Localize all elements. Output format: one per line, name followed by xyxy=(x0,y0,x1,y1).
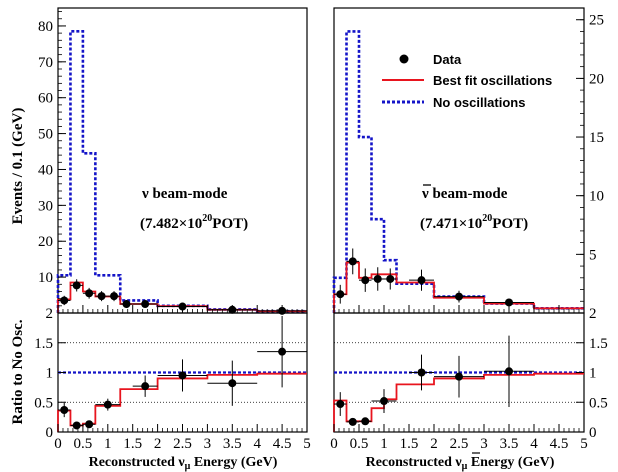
left-top-data-point xyxy=(97,292,106,301)
left-bottom-xtick-label: 0 xyxy=(54,436,62,452)
right-top-ytick-label: 5 xyxy=(589,247,597,263)
right-beam-mode-label: ν beam-mode xyxy=(421,184,508,202)
left-top-ytick-label: 50 xyxy=(38,127,53,143)
right-top-data-point xyxy=(348,257,357,266)
right-pot-label: (7.471×1020POT) xyxy=(420,213,528,232)
left-bottom-data-point xyxy=(228,379,237,388)
left-top-data-point xyxy=(110,292,119,301)
left-top-ytick-label: 70 xyxy=(38,55,53,71)
left-top-ytick-label: 40 xyxy=(38,162,53,178)
right-bottom-xtick-label: 4 xyxy=(530,436,538,452)
left-bottom-xtick-label: 2.5 xyxy=(173,436,192,452)
left-pot-label: (7.482×1020POT) xyxy=(140,213,248,232)
left-bottom-data-point xyxy=(60,405,69,414)
right-top-ytick-label: 20 xyxy=(589,71,604,87)
left-top-frame xyxy=(57,7,308,314)
right-bottom-data-point xyxy=(455,372,463,381)
left-bottom-xtick-label: 1 xyxy=(104,436,112,452)
right-x-axis-title-group: Reconstructed νμ Energy (GeV) xyxy=(366,452,555,472)
legend-best-fit-label: Best fit oscillations xyxy=(433,73,552,88)
left-top-no-osc-histogram xyxy=(56,30,307,313)
right-bottom-xtick-label: 1 xyxy=(380,436,388,452)
left-top-ytick-label: 80 xyxy=(38,19,53,35)
right-bottom-data-point xyxy=(417,368,426,377)
right-top-ytick-label: 10 xyxy=(589,189,604,205)
right-bottom-panel: 0 0.5 1 1.5 2 0 0.5 1 1.5 2 2.5 3 3.5 4 4.5 5 xyxy=(330,306,608,452)
right-bottom-xtick-label: 1.5 xyxy=(400,436,419,452)
left-bottom-xtick-label: 1.5 xyxy=(123,436,142,452)
left-bottom-data-point xyxy=(85,420,94,429)
left-bottom-data-point xyxy=(103,400,112,409)
left-bottom-xtick-label: 4.5 xyxy=(273,436,292,452)
left-bottom-ytick-label: 0.5 xyxy=(34,395,53,411)
right-bottom-ytick-label: 2 xyxy=(589,306,597,322)
left-bottom-data-point xyxy=(178,371,187,380)
left-top-ytick-label: 30 xyxy=(38,198,53,214)
right-top-panel: 5 10 15 20 25 xyxy=(332,7,604,314)
left-top-data-point xyxy=(85,289,94,298)
legend: Data Best fit oscillations No oscillatio… xyxy=(382,52,552,110)
right-top-data-point xyxy=(336,290,345,299)
left-bottom-data-point xyxy=(278,347,287,356)
right-bottom-data-point xyxy=(505,367,513,376)
y-axis-title-top: Events / 0.1 (GeV) xyxy=(10,108,26,225)
right-bottom-data-point xyxy=(336,400,345,409)
right-top-data-point xyxy=(386,274,395,283)
right-bottom-data-point xyxy=(348,417,357,426)
legend-data-label: Data xyxy=(433,52,462,67)
left-top-data-point xyxy=(141,300,150,309)
legend-data-marker xyxy=(399,54,409,64)
left-beam-mode-label: ν beam-mode xyxy=(141,186,228,202)
right-top-ytick-label: 25 xyxy=(589,13,604,29)
right-bottom-xtick-label: 2.5 xyxy=(450,436,469,452)
right-bottom-xtick-label: 3.5 xyxy=(500,436,519,452)
right-top-data-point xyxy=(361,276,370,285)
right-bottom-data-point xyxy=(361,417,370,426)
left-bottom-data-point xyxy=(141,382,150,391)
left-bottom-panel: 0 0.5 1 1.5 2 0 0.5 1 1.5 2 2.5 3 3.5 4 4.5 5 xyxy=(34,306,311,452)
left-top-ytick-label: 10 xyxy=(38,270,53,286)
right-bottom-ytick-label: 0 xyxy=(589,425,597,441)
right-bottom-xtick-label: 4.5 xyxy=(550,436,569,452)
right-bottom-ytick-label: 1 xyxy=(589,366,597,382)
left-bottom-xtick-label: 2 xyxy=(154,436,162,452)
right-bottom-xtick-label: 2 xyxy=(430,436,438,452)
right-bottom-data-point xyxy=(380,397,388,406)
left-bottom-xtick-label: 5 xyxy=(303,436,311,452)
right-bottom-xtick-label: 3 xyxy=(480,436,488,452)
y-axis-title-bottom: Ratio to No Osc. xyxy=(10,319,26,424)
left-bottom-data-point xyxy=(72,421,81,430)
right-top-best-fit-histogram xyxy=(333,261,584,313)
left-bottom-ytick-label: 2 xyxy=(46,306,54,322)
left-top-data-point xyxy=(60,296,69,305)
right-bottom-ytick-label: 1.5 xyxy=(589,336,608,352)
right-bottom-xtick-label: 0.5 xyxy=(350,436,369,452)
right-bottom-xtick-label: 0 xyxy=(330,436,338,452)
right-top-ytick-label: 15 xyxy=(589,130,604,146)
left-bottom-xtick-label: 0.5 xyxy=(74,436,93,452)
right-top-data-point xyxy=(505,298,513,307)
left-bottom-xtick-label: 3 xyxy=(204,436,212,452)
left-bottom-ytick-label: 0 xyxy=(46,425,54,441)
right-top-data-point xyxy=(455,292,463,301)
right-bottom-best-fit-histogram xyxy=(333,372,584,432)
right-bottom-xtick-label: 5 xyxy=(580,436,588,452)
left-bottom-ytick-label: 1.5 xyxy=(34,336,53,352)
left-top-data-point xyxy=(122,300,131,309)
svg-text:ν beam-mode: ν beam-mode xyxy=(421,186,508,202)
left-bottom-xtick-label: 4 xyxy=(253,436,261,452)
left-x-axis-title: Reconstructed νμ Energy (GeV) xyxy=(89,455,278,472)
right-bottom-ytick-label: 0.5 xyxy=(589,395,608,411)
left-top-panel: 10 20 30 40 50 60 70 80 xyxy=(38,7,308,315)
right-top-data-point xyxy=(373,274,382,283)
left-top-ytick-label: 20 xyxy=(38,234,53,250)
left-top-ytick-label: 60 xyxy=(38,91,53,107)
left-bottom-ytick-label: 1 xyxy=(46,366,54,382)
left-bottom-xtick-label: 3.5 xyxy=(223,436,242,452)
legend-no-osc-label: No oscillations xyxy=(433,95,525,110)
right-x-axis-title: Reconstructed νμ Energy (GeV) xyxy=(366,455,555,472)
left-top-data-point xyxy=(72,281,81,290)
right-top-data-point xyxy=(417,276,426,285)
